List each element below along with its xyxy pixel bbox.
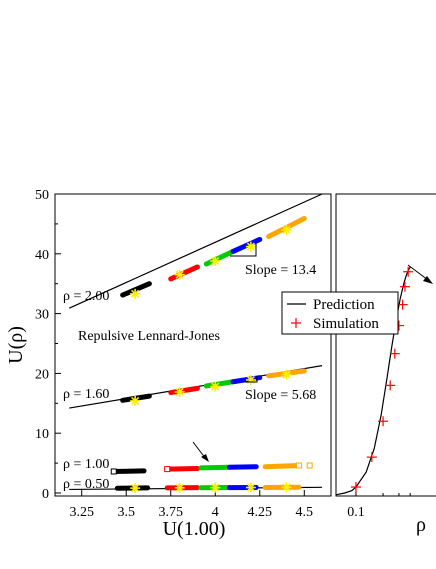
star-marker <box>246 375 256 385</box>
star-marker <box>175 387 185 397</box>
left-plot-frame <box>55 194 331 496</box>
x-tick-label: 4.5 <box>296 505 314 520</box>
slope-high-label: Slope = 13.4 <box>245 263 316 278</box>
y-tick-label: 50 <box>35 188 49 203</box>
y-tick-label: 30 <box>35 308 49 323</box>
star-marker <box>210 483 220 493</box>
left-x-axis-label: U(1.00) <box>163 518 226 540</box>
data-segment <box>230 467 257 468</box>
y-tick-label: 0 <box>42 487 49 502</box>
open-square-marker <box>165 467 170 472</box>
star-marker <box>130 483 140 493</box>
right-plot-frame <box>336 194 436 496</box>
open-square-marker <box>111 469 116 474</box>
x-tick-label: 3.5 <box>117 505 135 520</box>
y-tick-label: 40 <box>35 248 49 263</box>
star-marker <box>281 370 291 380</box>
legend-simulation-label: Simulation <box>313 316 379 332</box>
slope-mid-label: Slope = 5.68 <box>245 388 316 403</box>
data-segment <box>206 382 233 386</box>
data-segment <box>201 467 229 468</box>
legend: Prediction Simulation <box>282 292 398 334</box>
simulation-marker <box>400 282 410 292</box>
x-tick-label: 4.25 <box>248 505 273 520</box>
star-marker <box>130 396 140 406</box>
density-label-1-60: ρ = 1.60 <box>63 387 109 402</box>
data-segment <box>171 267 198 279</box>
arrow-left <box>193 442 209 462</box>
data-segment <box>265 466 299 467</box>
arrow-right <box>408 265 433 284</box>
data-segment <box>167 468 197 469</box>
simulation-marker <box>367 452 377 462</box>
star-marker <box>175 483 185 493</box>
star-marker <box>175 270 185 280</box>
right-axis-ticks: 0.1 <box>347 490 410 520</box>
density-label-0-50: ρ = 0.50 <box>63 477 109 492</box>
open-square-marker <box>296 463 301 468</box>
data-segment <box>114 471 144 472</box>
star-marker <box>281 225 291 235</box>
left-y-axis-label: U(ρ) <box>5 326 27 364</box>
star-marker <box>281 482 291 492</box>
density-label-2-00: ρ = 2.00 <box>63 289 109 304</box>
star-marker <box>246 242 256 252</box>
open-square-marker <box>307 463 312 468</box>
model-annotation: Repulsive Lennard-Jones <box>78 329 220 344</box>
star-marker <box>246 483 256 493</box>
right-x-tick-label: 0.1 <box>347 505 365 520</box>
right-x-axis-label: ρ <box>416 514 426 536</box>
legend-prediction-label: Prediction <box>313 297 375 313</box>
y-tick-label: 10 <box>35 427 49 442</box>
star-marker <box>130 289 140 299</box>
data-segment <box>206 251 233 264</box>
x-tick-label: 3.25 <box>69 505 94 520</box>
y-tick-label: 20 <box>35 367 49 382</box>
star-marker <box>210 256 220 266</box>
star-marker <box>210 382 220 392</box>
density-label-1-00: ρ = 1.00 <box>63 457 109 472</box>
